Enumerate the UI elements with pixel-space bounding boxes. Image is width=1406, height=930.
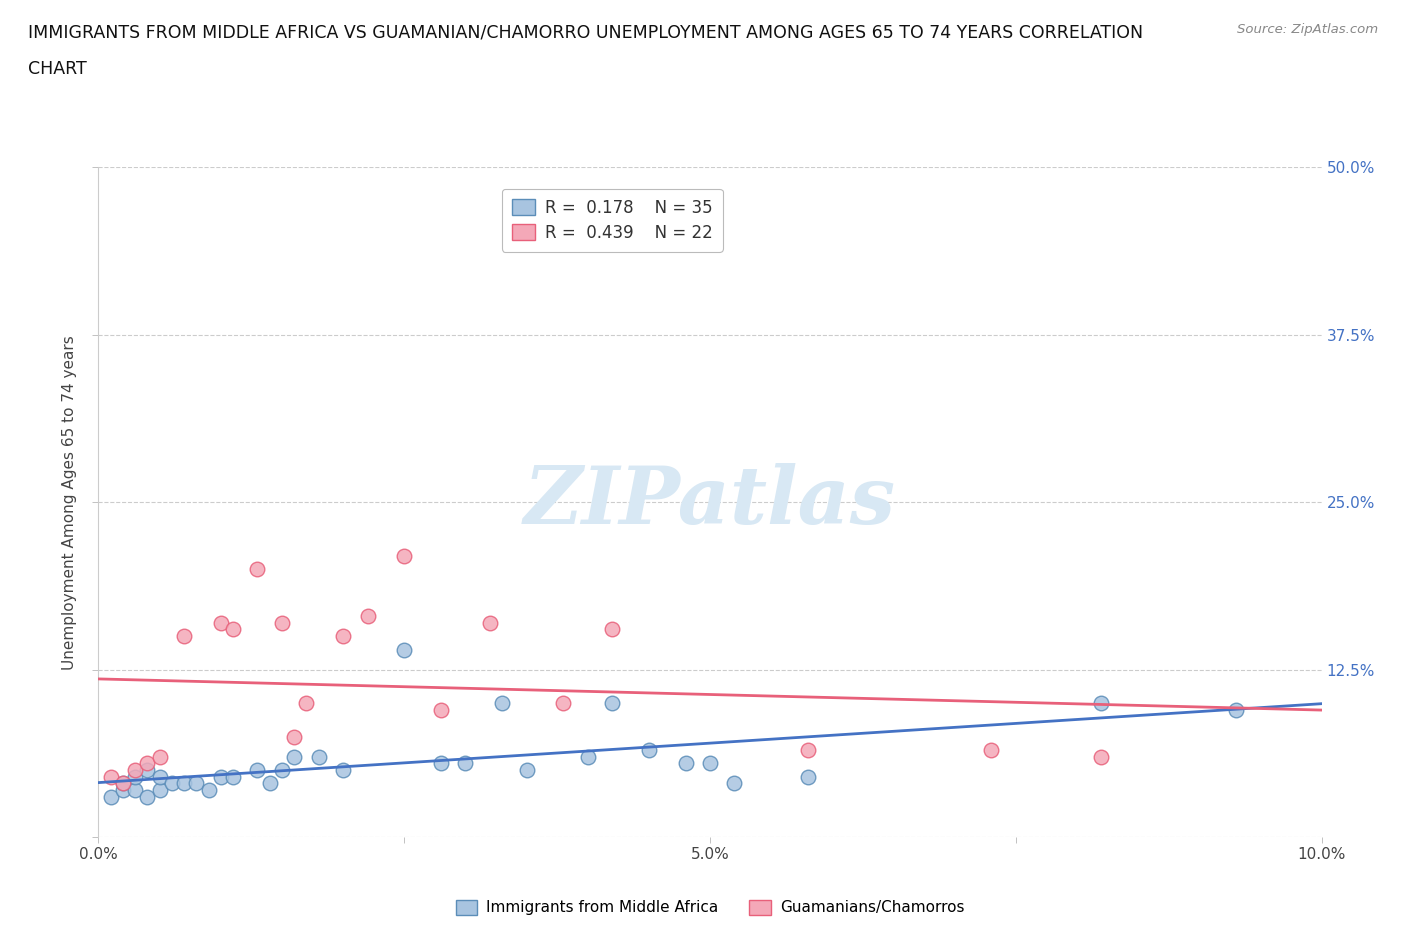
Point (259, 776, 281, 790)
Point (270, 616, 292, 631)
Point (430, 702, 453, 717)
Point (111, 783, 134, 798)
Point (173, 629, 195, 644)
Point (149, 750, 172, 764)
Point (454, 756, 477, 771)
Text: ZIPatlas: ZIPatlas (524, 463, 896, 541)
Point (186, 776, 208, 790)
Point (270, 763, 292, 777)
Point (160, 776, 183, 790)
Point (283, 729, 305, 744)
Point (124, 783, 146, 798)
Point (246, 763, 269, 777)
Point (392, 642, 416, 657)
Point (980, 742, 1002, 757)
Point (136, 763, 159, 777)
Point (136, 790, 159, 804)
Text: IMMIGRANTS FROM MIDDLE AFRICA VS GUAMANIAN/CHAMORRO UNEMPLOYMENT AMONG AGES 65 T: IMMIGRANTS FROM MIDDLE AFRICA VS GUAMANI… (28, 23, 1143, 41)
Point (1090, 750, 1112, 764)
Point (209, 769, 232, 784)
Point (100, 769, 122, 784)
Point (1090, 696, 1112, 711)
Point (576, 750, 599, 764)
Text: CHART: CHART (28, 60, 87, 78)
Text: Source: ZipAtlas.com: Source: ZipAtlas.com (1237, 23, 1378, 36)
Point (332, 629, 354, 644)
Point (308, 750, 330, 764)
Point (149, 783, 172, 798)
Point (111, 776, 134, 790)
Point (173, 776, 195, 790)
Point (209, 616, 232, 631)
Point (246, 562, 269, 577)
Point (516, 763, 538, 777)
Point (797, 769, 820, 784)
Point (600, 622, 623, 637)
Point (111, 776, 134, 790)
Point (600, 696, 623, 711)
Legend: Immigrants from Middle Africa, Guamanians/Chamorros: Immigrants from Middle Africa, Guamanian… (449, 892, 972, 923)
Y-axis label: Unemployment Among Ages 65 to 74 years: Unemployment Among Ages 65 to 74 years (62, 335, 77, 670)
Point (491, 696, 513, 711)
Point (553, 696, 575, 711)
Point (478, 616, 501, 631)
Point (149, 769, 172, 784)
Point (699, 756, 721, 771)
Point (222, 622, 245, 637)
Point (197, 783, 219, 798)
Point (124, 763, 146, 777)
Point (723, 776, 745, 790)
Point (797, 742, 820, 757)
Point (356, 608, 378, 623)
Point (1225, 702, 1247, 717)
Point (332, 763, 354, 777)
Point (222, 769, 245, 784)
Point (637, 742, 661, 757)
Point (124, 769, 146, 784)
Point (430, 756, 453, 771)
Point (283, 750, 305, 764)
Point (100, 790, 122, 804)
Point (675, 756, 697, 771)
Point (295, 696, 318, 711)
Point (392, 549, 416, 564)
Point (136, 756, 159, 771)
